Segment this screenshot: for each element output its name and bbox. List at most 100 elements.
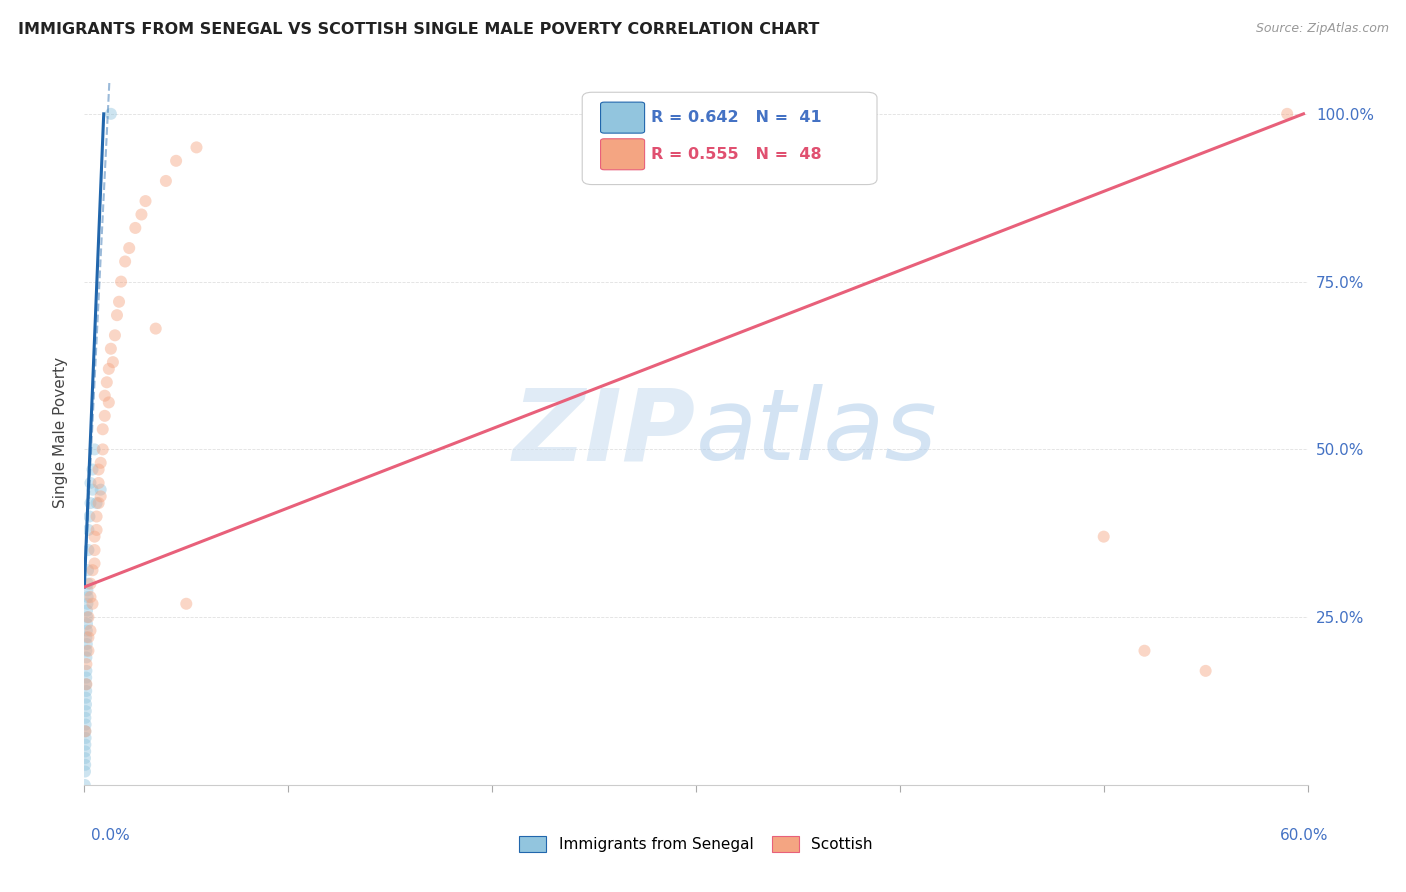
Point (79, 590, 101, 604)
Point (155, 174, 177, 188)
Point (73, 778, 96, 792)
Point (118, 241, 141, 255)
Point (76, 624, 98, 638)
Point (77, 644, 100, 658)
Point (79, 624, 101, 638)
Point (75, 677, 97, 691)
Text: Source: ZipAtlas.com: Source: ZipAtlas.com (1256, 22, 1389, 36)
Text: R = 0.555   N =  48: R = 0.555 N = 48 (651, 147, 821, 161)
Point (75, 738, 97, 752)
Point (75, 731, 97, 745)
Point (75, 757, 97, 772)
Point (77, 610, 100, 624)
Point (87, 475, 110, 490)
Point (1133, 644, 1156, 658)
Point (79, 496, 101, 510)
Point (79, 509, 101, 524)
Text: 0.0%: 0.0% (91, 828, 131, 843)
Point (75, 744, 97, 758)
Point (135, 194, 157, 208)
Point (110, 275, 132, 289)
Point (76, 616, 98, 631)
Point (76, 576, 98, 591)
Point (90, 489, 112, 503)
Point (75, 684, 97, 698)
Point (76, 603, 98, 617)
Point (96, 376, 118, 390)
Point (114, 254, 136, 268)
Point (73, 764, 96, 779)
Point (79, 576, 101, 591)
Point (86, 509, 108, 524)
Text: atlas: atlas (696, 384, 938, 481)
Point (186, 140, 208, 154)
Point (86, 523, 108, 537)
Point (105, 308, 128, 322)
Point (100, 107, 122, 121)
Point (75, 650, 97, 665)
Text: IMMIGRANTS FROM SENEGAL VS SCOTTISH SINGLE MALE POVERTY CORRELATION CHART: IMMIGRANTS FROM SENEGAL VS SCOTTISH SING… (18, 22, 820, 37)
Point (82, 483, 104, 497)
FancyBboxPatch shape (600, 102, 644, 133)
Point (75, 704, 97, 718)
Point (75, 664, 97, 678)
Legend: Immigrants from Senegal, Scottish: Immigrants from Senegal, Scottish (513, 830, 879, 858)
Point (83, 442, 105, 457)
FancyBboxPatch shape (600, 139, 644, 169)
Point (145, 321, 167, 335)
Point (1092, 530, 1115, 544)
Point (82, 597, 104, 611)
Text: R = 0.642   N =  41: R = 0.642 N = 41 (651, 110, 821, 125)
Point (104, 328, 127, 343)
Text: 60.0%: 60.0% (1281, 828, 1329, 843)
Point (87, 462, 110, 476)
Point (124, 221, 146, 235)
Point (76, 597, 98, 611)
Point (83, 557, 105, 571)
Text: ZIP: ZIP (513, 384, 696, 481)
FancyBboxPatch shape (582, 92, 877, 185)
Point (77, 563, 100, 577)
Point (77, 543, 100, 558)
Point (73, 751, 96, 765)
Point (101, 355, 124, 369)
Point (91, 422, 114, 436)
Point (100, 342, 122, 356)
Y-axis label: Single Male Poverty: Single Male Poverty (53, 357, 69, 508)
Point (165, 153, 187, 168)
Point (75, 690, 97, 705)
Point (1195, 664, 1218, 678)
Point (75, 630, 97, 644)
Point (75, 644, 97, 658)
Point (1277, 107, 1299, 121)
Point (76, 610, 98, 624)
Point (75, 724, 97, 739)
Point (90, 456, 112, 470)
Point (91, 442, 114, 457)
Point (76, 590, 98, 604)
Point (86, 496, 108, 510)
Point (75, 711, 97, 725)
Point (75, 698, 97, 712)
Point (75, 657, 97, 672)
Point (83, 530, 105, 544)
Point (82, 563, 104, 577)
Point (76, 637, 98, 651)
Point (97, 362, 120, 376)
Point (77, 523, 100, 537)
Point (97, 395, 120, 409)
Point (77, 630, 100, 644)
Point (82, 462, 104, 476)
Point (75, 677, 97, 691)
Point (131, 207, 153, 221)
Point (76, 583, 98, 598)
Point (75, 717, 97, 731)
Point (174, 597, 197, 611)
Point (108, 294, 131, 309)
Point (93, 409, 115, 423)
Point (83, 543, 105, 558)
Point (75, 724, 97, 739)
Point (79, 475, 101, 490)
Point (75, 671, 97, 685)
Point (87, 496, 110, 510)
